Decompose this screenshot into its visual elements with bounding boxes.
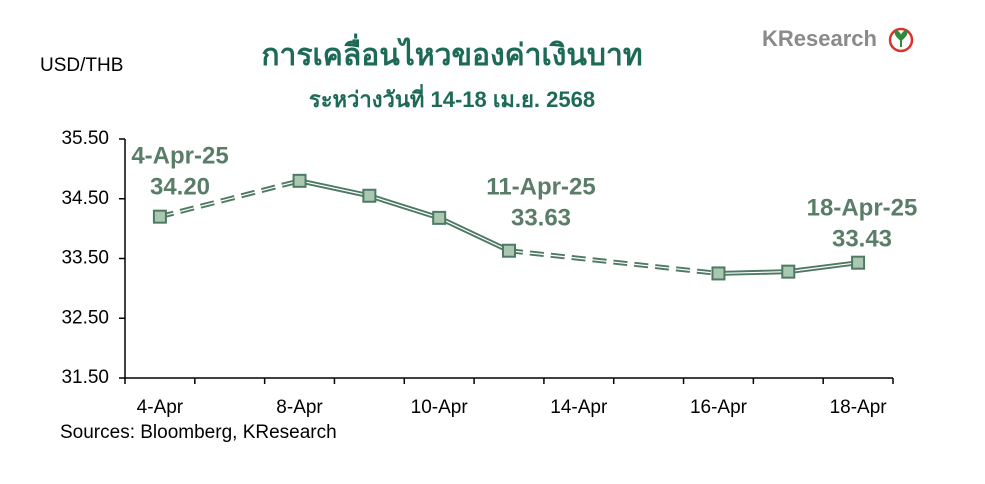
logo-text: KResearch bbox=[762, 26, 877, 51]
y-tick-label: 34.50 bbox=[61, 188, 109, 209]
marker bbox=[711, 266, 726, 281]
annotation-value: 33.63 bbox=[511, 204, 571, 231]
annotation-date: 18-Apr-25 bbox=[807, 194, 918, 221]
gap-line-highlight bbox=[159, 180, 300, 218]
marker bbox=[502, 243, 516, 258]
logo-icon bbox=[888, 27, 914, 53]
marker bbox=[152, 209, 167, 224]
marker bbox=[292, 173, 307, 188]
y-tick-label: 33.50 bbox=[61, 248, 109, 269]
y-tick-label: 35.50 bbox=[61, 128, 109, 149]
marker bbox=[432, 210, 447, 225]
annotation-date: 4-Apr-25 bbox=[131, 142, 228, 169]
marker bbox=[851, 255, 866, 270]
x-tick-label: 4-Apr bbox=[137, 397, 184, 418]
chart-title: การเคลื่อนไหวของค่าเงินบาท bbox=[261, 33, 642, 72]
source: Sources: Bloomberg, KResearch bbox=[60, 422, 337, 443]
x-tick-label: 16-Apr bbox=[690, 397, 748, 418]
marker bbox=[362, 188, 377, 203]
marker bbox=[781, 264, 796, 279]
y-tick-label: 31.50 bbox=[61, 367, 109, 388]
chart-subtitle: ระหว่างวันที่ 14-18 เม.ย. 2568 bbox=[309, 83, 595, 112]
gap-line-highlight bbox=[508, 250, 719, 275]
annotation-value: 33.43 bbox=[832, 225, 892, 252]
y-axis-label: USD/THB bbox=[40, 55, 123, 76]
x-tick-label: 8-Apr bbox=[276, 397, 323, 418]
x-tick-label: 18-Apr bbox=[830, 397, 888, 418]
annotation-value: 34.20 bbox=[150, 173, 210, 200]
x-tick-label: 10-Apr bbox=[411, 397, 469, 418]
annotation-date: 11-Apr-25 bbox=[486, 173, 595, 200]
x-tick-label: 14-Apr bbox=[550, 397, 608, 418]
y-tick-label: 32.50 bbox=[61, 307, 109, 328]
